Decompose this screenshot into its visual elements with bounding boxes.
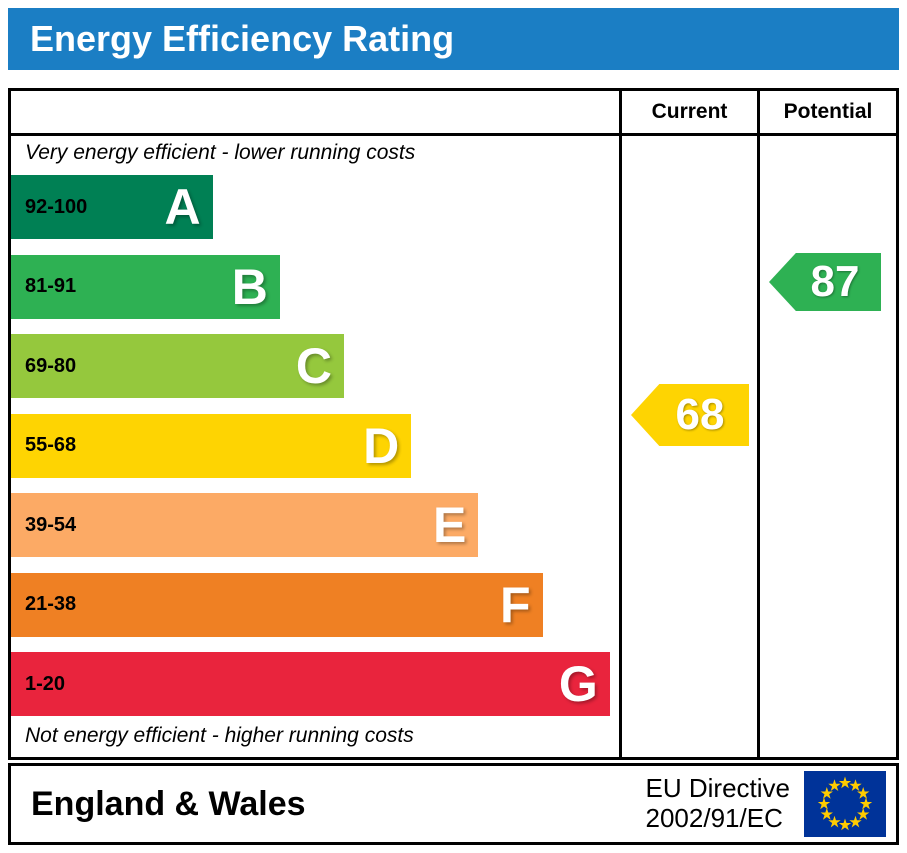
eu-directive-label: EU Directive 2002/91/EC — [645, 773, 790, 834]
column-header-current: Current — [651, 100, 728, 123]
band-letter: E — [433, 497, 467, 553]
eu-flag-icon — [804, 771, 886, 837]
band-row-a: 92-100 A — [11, 175, 213, 239]
eu-directive-line2: 2002/91/EC — [645, 803, 783, 833]
top-note: Very energy efficient - lower running co… — [25, 141, 416, 164]
column-header-potential: Potential — [783, 100, 873, 123]
band-list: 92-100 A 81-91 B 69-80 C 55-68 D 39-54 E… — [11, 175, 622, 716]
band-range-label: 1-20 — [25, 672, 66, 695]
band-letter: D — [363, 417, 400, 474]
page-title: Energy Efficiency Rating — [30, 18, 455, 59]
band-row-d: 55-68 D — [11, 413, 412, 478]
potential-column-divider — [757, 91, 760, 757]
current-column-divider — [619, 91, 622, 757]
band-row-f: 21-38 F — [11, 572, 543, 637]
page-title-bar: Energy Efficiency Rating — [8, 8, 899, 70]
footer: England & Wales EU Directive 2002/91/EC — [8, 763, 899, 845]
band-letter: C — [295, 338, 332, 394]
region-label: England & Wales — [31, 784, 306, 823]
band-range-label: 69-80 — [25, 354, 77, 377]
band-range-label: 92-100 — [25, 195, 88, 218]
band-letter: B — [231, 258, 268, 315]
rating-chart: Current Potential Very energy efficient … — [8, 88, 899, 760]
band-row-g: 1-20 G — [11, 652, 610, 716]
band-row-e: 39-54 E — [11, 493, 479, 557]
current-rating-value: 68 — [675, 390, 725, 439]
band-row-c: 69-80 C — [11, 334, 344, 398]
band-letter: A — [164, 179, 201, 235]
current-rating-arrow: 68 — [631, 384, 749, 446]
bottom-note: Not energy efficient - higher running co… — [25, 724, 414, 747]
eu-directive-line1: EU Directive — [645, 773, 790, 804]
header-row-divider — [11, 133, 896, 136]
potential-rating-arrow: 87 — [769, 253, 881, 311]
potential-rating-value: 87 — [810, 257, 860, 306]
band-range-label: 81-91 — [25, 275, 77, 297]
band-letter: F — [500, 576, 531, 633]
band-range-label: 39-54 — [25, 513, 77, 536]
band-row-b: 81-91 B — [11, 254, 280, 319]
band-letter: G — [558, 656, 598, 712]
band-range-label: 55-68 — [25, 434, 77, 456]
band-range-label: 21-38 — [25, 593, 77, 615]
